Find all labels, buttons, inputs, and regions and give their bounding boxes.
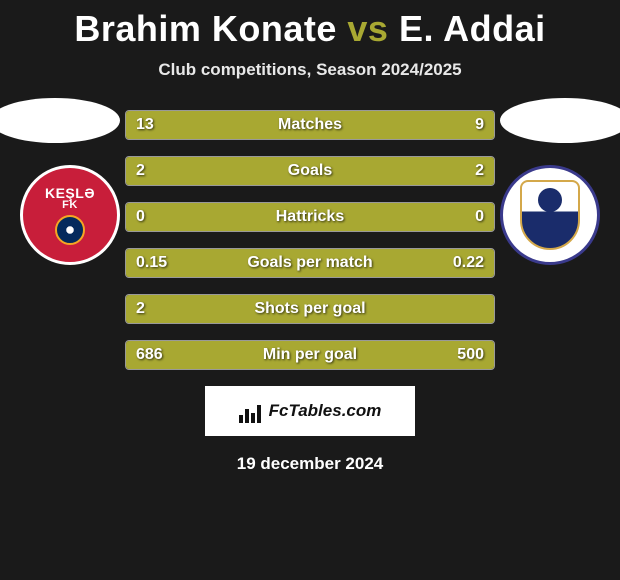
player2-silhouette: [500, 98, 620, 143]
player1-name: Brahim Konate: [74, 8, 337, 49]
stat-label: Matches: [126, 116, 494, 134]
team1-emblem-icon: [55, 215, 85, 245]
vs-text: vs: [347, 8, 388, 49]
brand-text: FcTables.com: [269, 401, 382, 421]
stat-label: Min per goal: [126, 346, 494, 364]
stat-label: Shots per goal: [126, 300, 494, 318]
subtitle: Club competitions, Season 2024/2025: [0, 60, 620, 80]
stat-label: Goals per match: [126, 254, 494, 272]
stat-row: 22Goals: [125, 156, 495, 186]
stat-row: 139Matches: [125, 110, 495, 140]
stat-row: 0.150.22Goals per match: [125, 248, 495, 278]
team2-badge: [500, 165, 600, 265]
team1-sub: FK: [62, 199, 78, 211]
player2-name: E. Addai: [399, 8, 546, 49]
brand-footer: FcTables.com: [205, 386, 415, 436]
comparison-title: Brahim Konate vs E. Addai: [0, 0, 620, 50]
stats-container: 139Matches 22Goals 00Hattricks 0.150.22Goal…: [125, 110, 495, 370]
stat-label: Goals: [126, 162, 494, 180]
stat-row: 00Hattricks: [125, 202, 495, 232]
date-text: 19 december 2024: [0, 454, 620, 474]
team2-shield-icon: [520, 180, 580, 250]
player1-silhouette: [0, 98, 120, 143]
stat-label: Hattricks: [126, 208, 494, 226]
content-area: KEŞLƏ FK 139Matches 22Goals 00Hattricks 0.1…: [0, 110, 620, 370]
stat-row: 686500Min per goal: [125, 340, 495, 370]
bars-icon: [239, 399, 263, 423]
stat-row: 2Shots per goal: [125, 294, 495, 324]
team1-badge: KEŞLƏ FK: [20, 165, 120, 265]
